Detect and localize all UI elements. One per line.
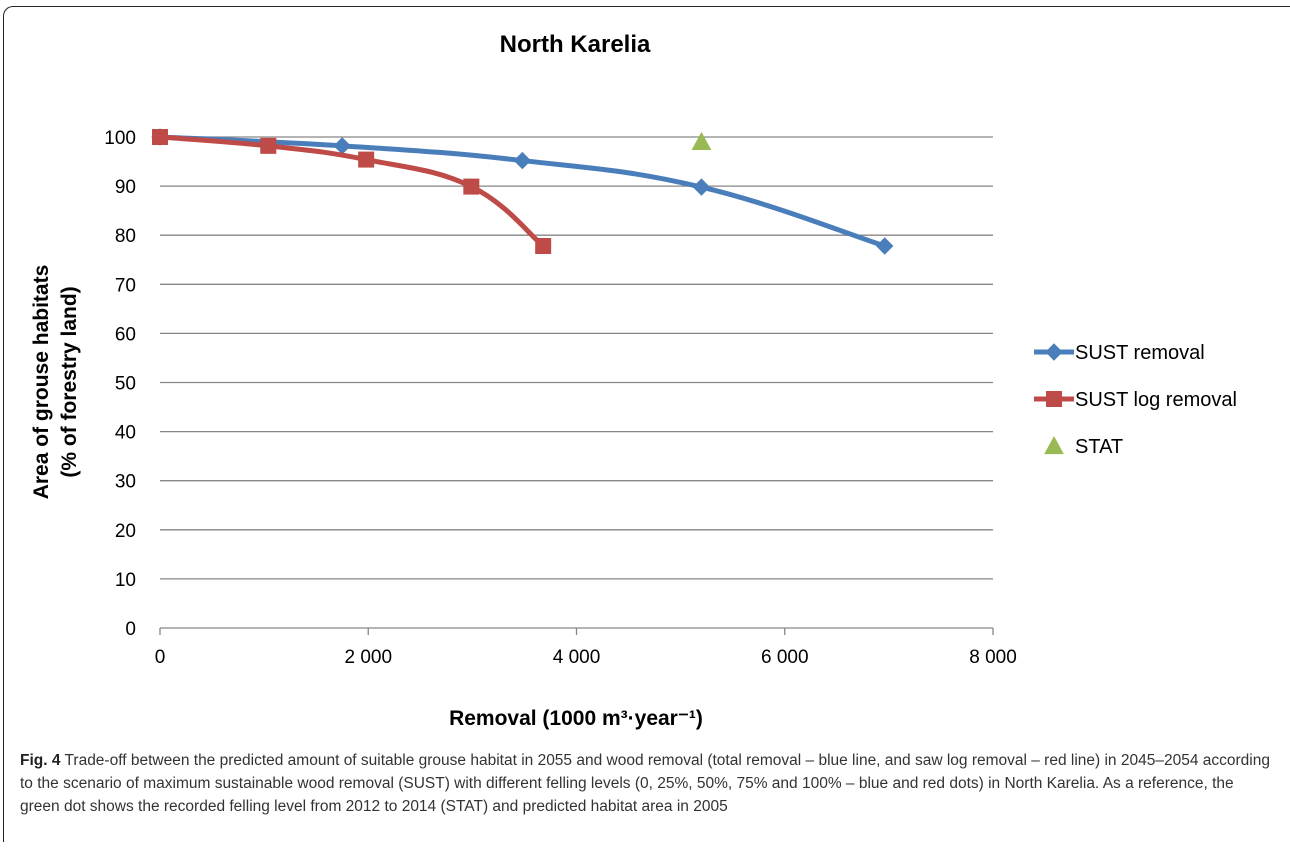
axis-ticks: 0 10 20 30 40 50 60 70 80 90 100 0 2 000 4 000 6 000 8 … bbox=[104, 128, 1016, 668]
legend-item-sust-removal: SUST removal bbox=[1034, 342, 1205, 364]
legend-label-sust-log-removal: SUST log removal bbox=[1075, 389, 1237, 411]
y-tick-label: 60 bbox=[115, 324, 136, 345]
caption-text: Trade-off between the predicted amount o… bbox=[20, 752, 1270, 815]
y-tick-label: 90 bbox=[115, 177, 136, 198]
y-axis-label-line1: Area of grouse habitats bbox=[30, 265, 53, 500]
series-sust-log-removal bbox=[152, 129, 552, 255]
legend: SUST removal SUST log removal STAT bbox=[1034, 342, 1237, 458]
data-point-stat bbox=[691, 131, 712, 151]
data-point-sust-removal bbox=[692, 178, 711, 196]
data-point-sust-log-removal bbox=[463, 178, 480, 195]
data-point-sust-log-removal bbox=[535, 238, 552, 255]
x-tick-label: 0 bbox=[155, 647, 166, 668]
legend-label-sust-removal: SUST removal bbox=[1075, 342, 1205, 364]
legend-item-stat: STAT bbox=[1044, 435, 1123, 458]
x-tick-label: 8 000 bbox=[969, 647, 1017, 668]
y-tick-label: 20 bbox=[115, 521, 136, 542]
x-axis-label: Removal (1000 m³·year⁻¹) bbox=[449, 707, 703, 730]
legend-marker-sust-log-removal bbox=[1046, 391, 1062, 407]
y-axis-label-line2: (% of forestry land) bbox=[58, 286, 81, 477]
legend-item-sust-log-removal: SUST log removal bbox=[1034, 389, 1237, 411]
y-tick-label: 70 bbox=[115, 275, 136, 296]
data-point-sust-log-removal bbox=[152, 129, 168, 145]
legend-marker-stat bbox=[1044, 435, 1064, 455]
y-tick-label: 100 bbox=[104, 128, 136, 149]
legend-marker-sust-removal bbox=[1045, 343, 1063, 361]
series-line-sust-log-removal bbox=[157, 134, 546, 249]
chart-title: North Karelia bbox=[500, 31, 651, 58]
y-tick-label: 0 bbox=[125, 619, 136, 640]
x-tick-label: 4 000 bbox=[553, 647, 601, 668]
y-tick-label: 10 bbox=[115, 570, 136, 591]
data-point-sust-log-removal bbox=[260, 137, 277, 154]
data-point-sust-log-removal bbox=[358, 151, 375, 168]
series-layer bbox=[151, 128, 894, 255]
y-tick-label: 50 bbox=[115, 374, 136, 395]
gridlines bbox=[160, 136, 993, 580]
data-point-sust-removal bbox=[876, 237, 894, 255]
y-tick-label: 30 bbox=[115, 472, 136, 493]
x-tick-label: 2 000 bbox=[344, 647, 392, 668]
series-stat bbox=[691, 131, 712, 151]
caption-label: Fig. 4 bbox=[20, 752, 61, 769]
x-tick-label: 6 000 bbox=[761, 647, 809, 668]
legend-label-stat: STAT bbox=[1075, 436, 1123, 458]
figure-caption: Fig. 4 Trade-off between the predicted a… bbox=[20, 749, 1275, 818]
y-tick-label: 80 bbox=[115, 226, 136, 247]
figure-frame bbox=[3, 6, 1290, 842]
y-tick-label: 40 bbox=[115, 423, 136, 444]
data-point-sust-removal bbox=[513, 151, 532, 170]
data-point-sust-removal bbox=[333, 137, 351, 155]
